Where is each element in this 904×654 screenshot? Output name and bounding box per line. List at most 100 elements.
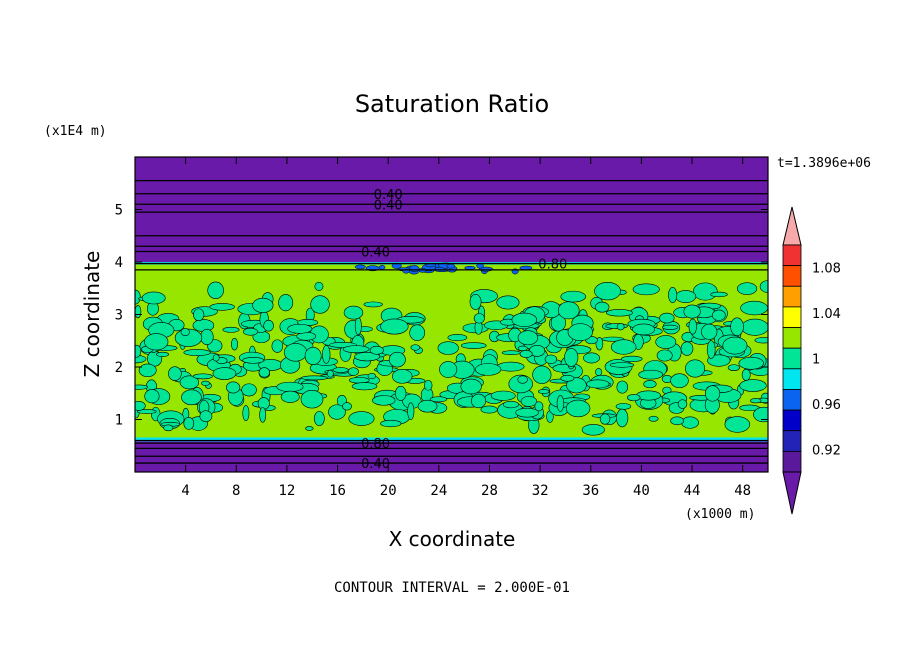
field-blob <box>135 344 142 358</box>
field-blob <box>380 318 409 335</box>
colorbar-over-arrow <box>782 206 802 246</box>
field-blob <box>675 290 697 304</box>
field-blob <box>480 405 498 414</box>
field-blob <box>439 361 458 378</box>
y-tick-label: 2 <box>115 360 123 376</box>
field-blob <box>706 340 716 359</box>
region-0 <box>135 157 768 265</box>
field-blob <box>595 368 603 376</box>
field-blob <box>680 341 694 356</box>
colorbar-swatch <box>782 347 802 370</box>
field-blob <box>363 301 383 308</box>
field-blob <box>417 399 438 413</box>
field-blob <box>135 384 149 390</box>
field-blob <box>201 380 210 386</box>
field-blob <box>305 426 314 431</box>
field-blob <box>712 309 726 321</box>
field-blob <box>736 282 758 295</box>
field-blob <box>367 373 377 380</box>
field-blob <box>517 330 539 346</box>
lower-moist-edge <box>135 437 768 442</box>
field-blob <box>332 367 349 373</box>
field-blob <box>242 405 250 422</box>
colorbar-label: 1.04 <box>812 307 841 322</box>
field-blob <box>322 345 331 364</box>
field-blob <box>538 389 550 394</box>
field-blob <box>372 395 396 406</box>
field-blob <box>212 354 220 362</box>
contour-label: 0.40 <box>374 198 403 213</box>
field-blob <box>437 341 459 355</box>
field-blob <box>594 282 621 301</box>
x-tick-label: 24 <box>430 483 447 499</box>
field-blob <box>280 390 300 403</box>
field-blob <box>424 379 433 391</box>
x-tick-label: 40 <box>633 483 650 499</box>
contour-interval-note: CONTOUR INTERVAL = 2.000E-01 <box>334 580 570 596</box>
field-blob <box>226 381 241 394</box>
field-blob <box>586 379 610 389</box>
field-blob <box>670 373 689 388</box>
field-blob <box>287 323 313 334</box>
field-blob <box>565 399 591 418</box>
field-blob <box>501 350 521 356</box>
colorbar-swatch <box>782 389 802 411</box>
field-blob <box>144 333 169 351</box>
field-blob <box>380 419 402 428</box>
field-blob <box>638 369 664 380</box>
field-blob <box>388 351 406 368</box>
field-blob <box>429 396 448 403</box>
field-blob <box>343 305 364 320</box>
field-blob <box>310 295 330 314</box>
y-unit-label: (x1E4 m) <box>44 124 107 139</box>
colorbar-swatch <box>782 368 802 390</box>
field-blob <box>354 352 380 362</box>
field-blob <box>473 313 485 324</box>
x-unit-label: (x1000 m) <box>685 507 755 522</box>
field-blob <box>685 359 706 378</box>
field-blob <box>517 345 528 352</box>
field-blob <box>544 354 558 365</box>
field-blob-blue <box>464 265 476 270</box>
x-tick-label: 4 <box>181 483 189 499</box>
field-blob-blue <box>446 263 456 269</box>
field-blob <box>410 344 421 351</box>
field-blob <box>243 327 258 336</box>
field-blob <box>300 375 328 381</box>
field-blob <box>342 345 370 353</box>
field-blob <box>517 375 528 384</box>
field-blob <box>407 402 415 420</box>
x-tick-label: 44 <box>684 483 701 499</box>
field-blob <box>688 318 697 335</box>
field-blob <box>395 385 407 401</box>
field-blob <box>300 390 324 409</box>
colorbar-swatch <box>782 244 802 267</box>
field-blob <box>471 393 487 409</box>
x-tick-label: 36 <box>582 483 599 499</box>
field-blob <box>183 349 211 356</box>
colorbar: 0.92 0.96 1 1.04 1.08 <box>782 206 841 515</box>
y-tick-label: 4 <box>115 255 123 271</box>
field-blob <box>409 324 426 341</box>
field-blob <box>181 389 202 406</box>
field-blob <box>594 301 610 313</box>
field-blob <box>183 417 195 430</box>
colorbar-swatch <box>782 430 802 452</box>
field-blob <box>192 319 215 332</box>
contour-label: 0.40 <box>374 188 403 203</box>
contour-labels: 0.400.400.400.800.800.40 <box>361 188 567 472</box>
contour-label: 0.80 <box>538 258 567 273</box>
field-blob <box>648 415 659 422</box>
field-blob <box>180 328 190 337</box>
field-blob <box>313 411 325 426</box>
field-blob <box>610 339 637 355</box>
x-tick-label: 28 <box>481 483 498 499</box>
field-blob <box>348 411 375 426</box>
colorbar-swatch <box>782 409 802 432</box>
field-blob <box>683 304 701 319</box>
field-blob <box>351 382 378 391</box>
field-blob <box>283 343 308 362</box>
x-tick-label: 48 <box>734 483 751 499</box>
field-blob <box>750 398 762 404</box>
x-axis-label: X coordinate <box>389 527 516 551</box>
